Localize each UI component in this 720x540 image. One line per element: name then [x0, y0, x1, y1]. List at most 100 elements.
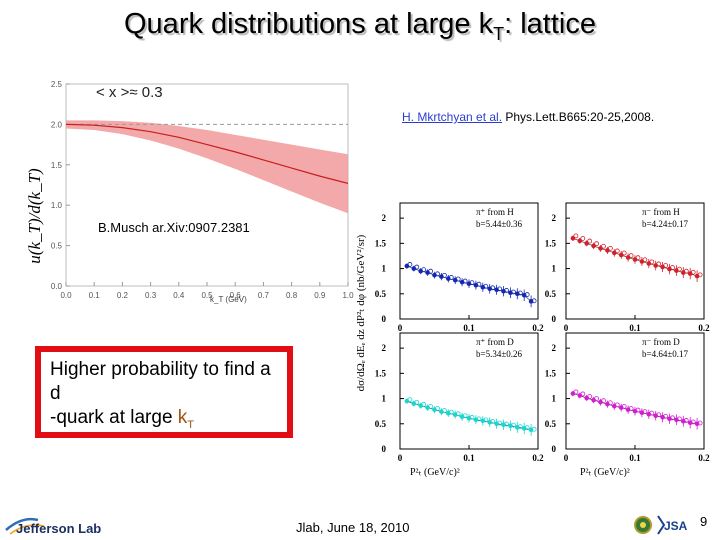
data-point-open: [607, 245, 613, 251]
data-point-open: [594, 241, 600, 247]
reference-journal: Phys.Lett.B665:20-25,2008.: [505, 110, 655, 124]
callout-line-2: -quark at large kT: [50, 407, 195, 431]
data-point: [598, 246, 603, 251]
data-point-open: [504, 421, 509, 427]
y-tick-label: 0: [382, 444, 387, 454]
y-tick-label: 0: [552, 444, 557, 454]
x-tick-label: 0: [564, 453, 569, 463]
y-tick-label: 1.0: [51, 201, 63, 210]
y-tick-label: 2: [552, 343, 557, 353]
data-point: [591, 243, 596, 249]
data-point-open: [448, 409, 454, 415]
data-point-open: [621, 404, 627, 409]
central-curve: [66, 123, 348, 184]
data-point-open: [455, 276, 461, 282]
data-point: [605, 248, 610, 253]
data-point-open: [690, 419, 696, 425]
y-tick-label: 1.5: [375, 238, 387, 248]
data-point-open: [469, 414, 475, 420]
data-point-open: [490, 285, 496, 291]
y-tick-label: 2.5: [51, 80, 63, 89]
data-panel: 0 0.5 1 1.5 2 0 0.1 0.2 π⁺ from H b=5.44±0.36: [375, 202, 544, 333]
panel-fit-value: b=4.64±0.17: [642, 349, 689, 359]
data-point-open: [435, 406, 440, 411]
data-point-open: [676, 416, 682, 422]
x-tick-label: 0.8: [286, 291, 298, 300]
data-point-open: [531, 426, 537, 432]
data-point-open: [455, 411, 461, 417]
y-tick-label: 1: [552, 264, 557, 274]
reference-authors-link[interactable]: H. Mkrtchyan et al.: [402, 110, 503, 124]
data-point-open: [435, 271, 440, 277]
title-main: Quark distributions at large k: [124, 8, 494, 40]
data-point-open: [414, 399, 420, 405]
data-point-open: [510, 422, 516, 428]
footer-date: Jlab, June 18, 2010: [296, 520, 410, 535]
page-number: 9: [700, 514, 708, 529]
data-point-open: [621, 250, 627, 256]
x-tick-label: 1.0: [342, 291, 354, 300]
cross-section-y-label: dσ/dΩₑ dEₑ dz dP²ₜ dφ (nb/GeV²/sr): [355, 234, 367, 391]
data-point-open: [469, 280, 475, 286]
data-point-open: [483, 417, 489, 423]
x-tick-label: 0.3: [145, 291, 157, 300]
data-point-open: [628, 406, 634, 411]
data-point-open: [670, 415, 675, 421]
jsa-logo: JSA: [634, 515, 688, 535]
x-tick-label: 0.4: [173, 291, 185, 300]
lattice-ratio-chart: 0.0 0.1 0.2 0.3 0.4 0.5 0.6 0.7 0.8 0.9 1.0 0.0 0.5 1…: [25, 80, 354, 304]
data-point-open: [421, 401, 427, 407]
data-point-open: [697, 420, 703, 426]
panel-label: π⁻ from H: [642, 207, 680, 217]
data-point-open: [510, 289, 516, 295]
jefferson-lab-logo: Jefferson Lab: [5, 517, 101, 536]
data-panel: 0 0.5 1 1.5 2 0 0.1 0.2 π⁻ from D b=4.64±0.17: [545, 332, 710, 463]
data-point-open: [614, 248, 620, 254]
data-point-open: [490, 419, 496, 424]
x-tick-label: 0.1: [629, 323, 641, 333]
data-point-open: [594, 396, 600, 402]
data-point-open: [607, 400, 613, 406]
data-point-open: [601, 398, 606, 404]
y-tick-label: 0.5: [51, 242, 63, 251]
data-point-open: [462, 413, 468, 419]
error-band: [66, 120, 348, 214]
panel-label: π⁺ from H: [476, 207, 514, 217]
x-tick-label: 0.1: [89, 291, 101, 300]
panel-fit-value: b=4.24±0.17: [642, 219, 689, 229]
data-point-open: [428, 404, 433, 409]
data-point-open: [649, 259, 655, 265]
data-point-open: [524, 425, 530, 431]
x-tick-label: 0: [398, 453, 403, 463]
data-point-open: [628, 253, 634, 259]
data-panel: 0 0.5 1 1.5 2 0 0.1 0.2 π⁺ from D b=5.34±0.26: [375, 332, 544, 463]
data-point-open: [497, 286, 503, 292]
y-tick-label: 2: [382, 343, 387, 353]
x-tick-label: 0: [398, 323, 403, 333]
callout-line-1: Higher probability to find a d: [50, 359, 271, 404]
data-point-open: [580, 236, 586, 241]
y-tick-label: 2: [552, 213, 557, 223]
slide-title: Quark distributions at large kT: lattice: [0, 8, 720, 45]
data-point-open: [601, 243, 606, 249]
panel-label: π⁻ from D: [642, 337, 680, 347]
data-point-open: [442, 408, 447, 413]
x-tick-label: 0.2: [532, 323, 544, 333]
x-tick-label: 0.0: [60, 291, 72, 300]
data-point-open: [573, 233, 579, 239]
panel-fit-value: b=5.34±0.26: [476, 349, 523, 359]
x-tick-label: 0.6: [230, 291, 242, 300]
jsa-logo-text: JSA: [664, 519, 688, 533]
data-point-open: [690, 269, 696, 275]
data-point-open: [407, 262, 413, 267]
data-point-open: [414, 264, 420, 270]
x-tick-label: 0.2: [698, 323, 710, 333]
panel-frame: [565, 332, 705, 450]
data-point: [577, 238, 583, 244]
x-tick-label: 0.2: [532, 453, 544, 463]
panel-x-label-right: P²ₜ (GeV/c)²: [580, 467, 630, 478]
data-point-open: [670, 265, 675, 270]
x-tick-label: 0.2: [117, 291, 129, 300]
data-point-open: [683, 268, 689, 274]
data-point-open: [407, 397, 413, 403]
